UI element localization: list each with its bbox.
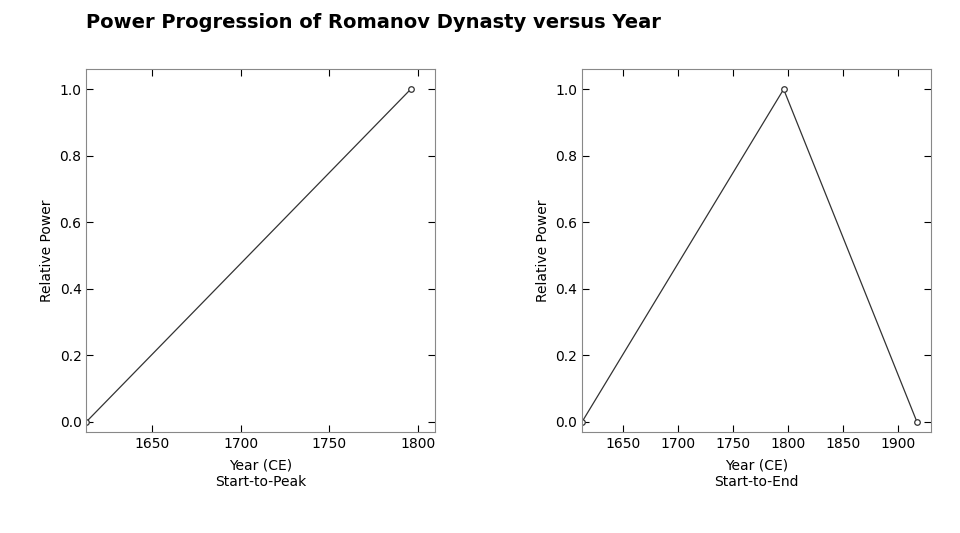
X-axis label: Year (CE)
Start-to-Peak: Year (CE) Start-to-Peak [215, 459, 306, 489]
Text: Power Progression of Romanov Dynasty versus Year: Power Progression of Romanov Dynasty ver… [86, 13, 661, 32]
Y-axis label: Relative Power: Relative Power [40, 199, 54, 302]
Y-axis label: Relative Power: Relative Power [536, 199, 550, 302]
X-axis label: Year (CE)
Start-to-End: Year (CE) Start-to-End [714, 459, 799, 489]
